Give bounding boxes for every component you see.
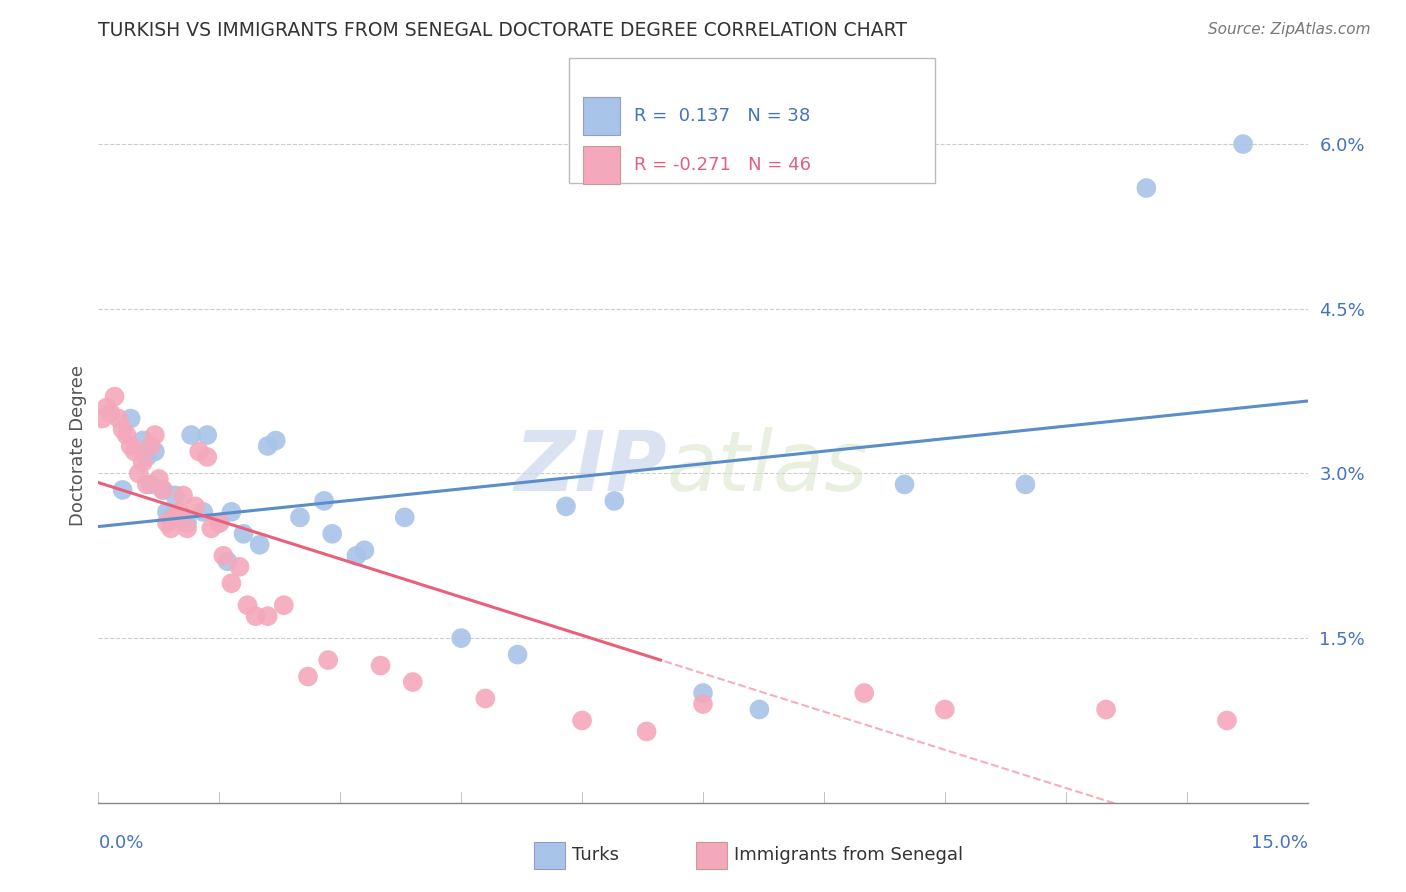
Point (152, 483, 174, 497)
Point (115, 428, 138, 442)
Point (195, 428, 218, 442)
Point (555, 500, 578, 514)
Point (208, 516, 231, 530)
Point (132, 455, 155, 469)
Point (934, 702, 956, 716)
Point (249, 538, 271, 552)
Point (180, 428, 202, 442)
Point (450, 631, 472, 645)
Point (193, 505, 215, 519)
Point (135, 450, 157, 464)
Point (139, 439, 162, 453)
Point (232, 526, 254, 541)
Text: ZIP: ZIP (515, 427, 666, 508)
Text: R =  0.137   N = 38: R = 0.137 N = 38 (634, 107, 810, 125)
Point (167, 505, 190, 519)
Point (132, 434, 155, 448)
Point (853, 686, 876, 700)
Point (96, 401, 118, 415)
Point (212, 549, 235, 563)
Point (321, 526, 343, 541)
Point (160, 510, 183, 524)
Point (163, 488, 186, 502)
Y-axis label: Doctorate Degree: Doctorate Degree (69, 366, 87, 526)
Point (184, 500, 207, 514)
Point (156, 505, 179, 519)
Point (124, 444, 146, 458)
Text: atlas: atlas (666, 427, 869, 508)
Point (221, 505, 243, 519)
Point (474, 691, 496, 706)
Point (163, 510, 186, 524)
Point (135, 477, 157, 491)
Point (188, 444, 211, 458)
Point (143, 444, 166, 458)
Point (264, 434, 287, 448)
Point (288, 510, 311, 524)
Point (139, 477, 162, 491)
Point (221, 576, 243, 591)
Point (571, 714, 593, 728)
Point (148, 472, 170, 486)
Point (156, 516, 179, 530)
Point (245, 609, 267, 624)
Point (603, 494, 626, 508)
Point (172, 488, 194, 502)
Point (1014, 477, 1036, 491)
Text: R = -0.271   N = 46: R = -0.271 N = 46 (634, 156, 811, 174)
Point (128, 467, 150, 481)
Point (143, 428, 166, 442)
Text: Immigrants from Senegal: Immigrants from Senegal (734, 847, 963, 864)
Point (314, 494, 336, 508)
Point (120, 411, 142, 425)
Point (316, 653, 339, 667)
Point (256, 439, 278, 453)
Point (370, 658, 392, 673)
Point (107, 411, 129, 425)
Text: 0.0%: 0.0% (98, 834, 143, 852)
Point (176, 516, 198, 530)
Text: Source: ZipAtlas.com: Source: ZipAtlas.com (1208, 22, 1371, 37)
Point (692, 697, 714, 711)
Point (236, 598, 259, 612)
Point (228, 559, 250, 574)
Point (273, 598, 295, 612)
Point (893, 477, 915, 491)
Point (692, 686, 714, 700)
Point (208, 516, 231, 530)
Point (748, 702, 770, 716)
Point (172, 510, 194, 524)
Point (120, 439, 142, 453)
Point (353, 543, 375, 558)
Point (297, 669, 319, 683)
Point (1135, 181, 1157, 195)
Point (1216, 714, 1239, 728)
Point (91, 411, 114, 425)
Point (176, 521, 198, 535)
Point (195, 450, 218, 464)
Point (402, 675, 425, 690)
Point (1095, 702, 1118, 716)
Point (103, 390, 125, 404)
Point (217, 554, 239, 568)
Point (344, 549, 367, 563)
Point (111, 483, 134, 497)
Point (256, 609, 278, 624)
Point (160, 521, 183, 535)
Point (111, 423, 134, 437)
Point (152, 483, 174, 497)
Text: TURKISH VS IMMIGRANTS FROM SENEGAL DOCTORATE DEGREE CORRELATION CHART: TURKISH VS IMMIGRANTS FROM SENEGAL DOCTO… (98, 21, 907, 40)
Text: Turks: Turks (572, 847, 619, 864)
Point (200, 521, 222, 535)
Point (636, 724, 658, 739)
Point (1232, 137, 1254, 152)
Text: 15.0%: 15.0% (1250, 834, 1308, 852)
Point (506, 648, 529, 662)
Point (394, 510, 416, 524)
Point (100, 406, 122, 420)
